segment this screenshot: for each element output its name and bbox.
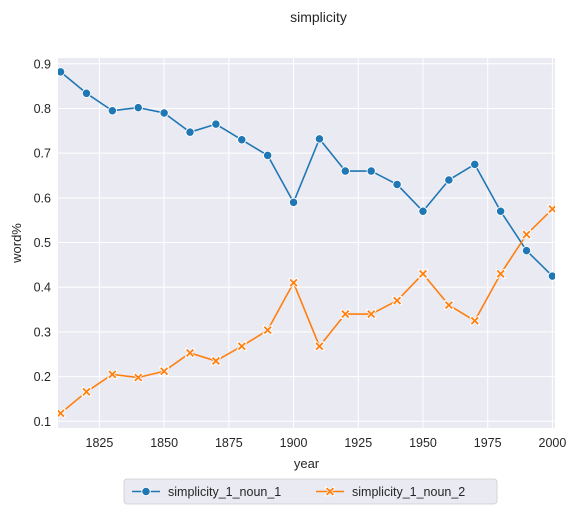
x-tick-label: 1975 xyxy=(474,436,502,450)
data-point xyxy=(107,106,118,116)
data-point xyxy=(521,245,532,256)
x-axis: 1825 1850 1875 1900 1925 1950 1975 2000 xyxy=(86,436,567,450)
y-axis: 0.1 0.2 0.3 0.4 0.5 0.6 0.7 0.8 0.9 xyxy=(34,57,51,428)
data-point xyxy=(237,135,247,145)
y-tick-label: 0.1 xyxy=(34,415,51,429)
data-point xyxy=(133,102,143,113)
data-point xyxy=(58,67,66,77)
data-point xyxy=(366,309,377,320)
data-point xyxy=(81,386,92,397)
legend: simplicity_1_noun_1 simplicity_1_noun_2 xyxy=(123,478,498,505)
x-axis-label: year xyxy=(294,456,320,471)
legend-marker xyxy=(325,486,335,497)
data-point xyxy=(81,88,92,98)
data-point xyxy=(185,127,195,137)
chart-title: simplicity xyxy=(290,9,347,25)
x-tick-label: 1900 xyxy=(280,436,308,450)
data-point xyxy=(159,366,170,377)
legend-entry: simplicity_1_noun_2 xyxy=(316,485,465,499)
data-point xyxy=(443,300,454,311)
legend-label: simplicity_1_noun_1 xyxy=(168,485,281,499)
legend-entry: simplicity_1_noun_1 xyxy=(132,485,281,499)
x-tick-label: 1925 xyxy=(344,436,372,450)
data-point xyxy=(392,179,402,190)
grid xyxy=(58,58,555,428)
data-point xyxy=(366,166,376,176)
legend-frame xyxy=(123,478,498,505)
data-point xyxy=(495,206,506,216)
data-point xyxy=(159,108,169,118)
legend-label: simplicity_1_noun_2 xyxy=(352,485,465,499)
data-point xyxy=(211,119,221,129)
data-point xyxy=(495,268,506,279)
y-axis-label: word% xyxy=(9,223,24,264)
data-point xyxy=(521,229,532,240)
data-point xyxy=(262,325,273,336)
x-tick-label: 1875 xyxy=(215,436,243,450)
data-point xyxy=(418,206,428,216)
y-tick-label: 0.7 xyxy=(34,147,51,161)
data-point xyxy=(340,309,351,320)
data-point xyxy=(107,369,118,380)
x-tick-label: 2000 xyxy=(539,436,567,450)
data-point xyxy=(444,175,454,185)
data-point xyxy=(417,268,428,279)
y-tick-label: 0.2 xyxy=(34,370,51,384)
data-point xyxy=(547,204,555,215)
series-simplicity_1_noun_1 xyxy=(58,67,555,281)
x-tick-label: 1950 xyxy=(409,436,437,450)
data-point xyxy=(185,347,196,358)
y-tick-label: 0.9 xyxy=(34,57,51,71)
series-layer xyxy=(58,67,555,419)
data-point xyxy=(340,166,350,176)
data-point xyxy=(133,372,144,383)
data-point xyxy=(547,271,555,281)
data-point xyxy=(58,408,66,419)
y-tick-label: 0.5 xyxy=(34,236,51,250)
data-point xyxy=(210,355,221,366)
data-point xyxy=(263,150,273,161)
legend-marker xyxy=(141,486,151,497)
data-point xyxy=(314,341,325,352)
series-simplicity_1_noun_2 xyxy=(58,204,555,419)
y-tick-label: 0.6 xyxy=(34,191,51,205)
data-point xyxy=(469,315,480,326)
data-point xyxy=(392,295,403,306)
data-point xyxy=(314,134,325,144)
x-tick-label: 1850 xyxy=(150,436,178,450)
y-tick-label: 0.4 xyxy=(34,281,51,295)
data-point xyxy=(236,341,247,352)
x-tick-label: 1825 xyxy=(86,436,114,450)
data-point xyxy=(470,159,480,170)
data-point xyxy=(288,277,299,288)
y-tick-label: 0.3 xyxy=(34,325,51,339)
y-tick-label: 0.8 xyxy=(34,102,51,116)
data-point xyxy=(288,197,299,207)
